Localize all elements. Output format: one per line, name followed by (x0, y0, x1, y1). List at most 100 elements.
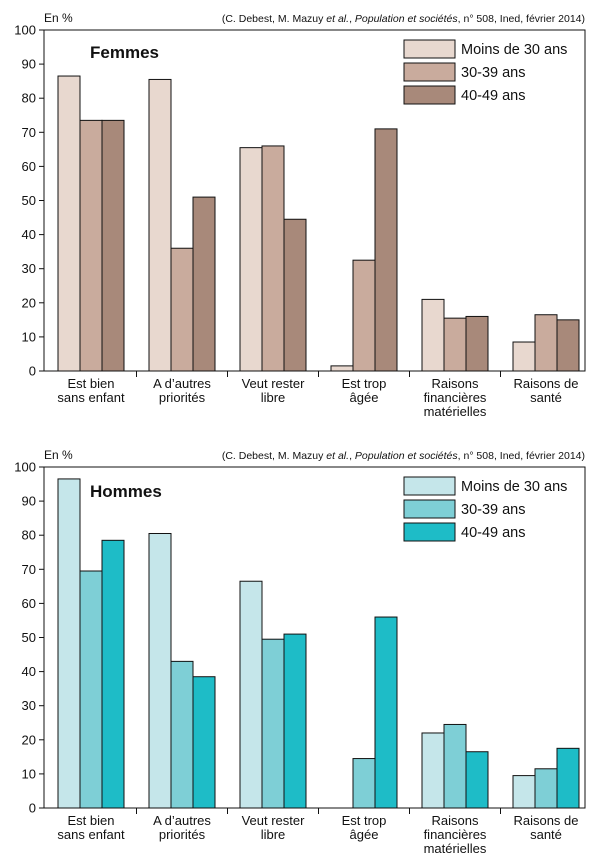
chart-title: Femmes (90, 43, 159, 62)
y-tick-label: 20 (22, 732, 36, 747)
source-italic1: et al. (326, 450, 349, 462)
y-tick-label: 0 (29, 801, 36, 816)
category-label-line: Est bien (68, 813, 115, 828)
category-label-line: matérielles (424, 404, 487, 419)
y-tick-label: 30 (22, 261, 36, 276)
source-italic2: Population et sociétés (355, 450, 458, 462)
category-label: A d’autres priorités (153, 813, 211, 842)
category-label: Veut rester libre (242, 376, 306, 405)
source-italic2: Population et sociétés (355, 13, 458, 25)
source-citation: (C. Debest, M. Mazuy et al., Population … (222, 13, 585, 25)
bar (283, 218, 307, 372)
legend-label: Moins de 30 ans (461, 42, 567, 58)
source-mid: , (349, 450, 355, 462)
bar (57, 75, 81, 372)
y-tick-label: 100 (14, 460, 36, 475)
bar (192, 676, 216, 809)
category-label: Raisons de santé (513, 813, 578, 842)
legend-swatch (403, 476, 456, 496)
category-label-line: libre (261, 390, 286, 405)
category-label: A d’autres priorités (153, 376, 211, 405)
category-label: Veut rester libre (242, 813, 306, 842)
category-label: Est bien sans enfant (57, 376, 125, 405)
bar (512, 341, 536, 372)
bar (465, 751, 489, 809)
category-label-line: Veut rester (242, 376, 306, 391)
bar (556, 747, 580, 809)
bar (79, 570, 103, 809)
y-tick-label: 20 (22, 295, 36, 310)
legend-label: 30-39 ans (461, 65, 526, 81)
category-label-line: sans enfant (57, 827, 125, 842)
bar (101, 539, 125, 809)
category-label-line: Raisons de (513, 376, 578, 391)
chart-panel-hommes: En % (C. Debest, M. Mazuy et al., Populat… (14, 448, 586, 856)
bar (374, 128, 398, 372)
bar (330, 365, 354, 372)
bar (239, 580, 263, 809)
plot-frame (43, 466, 586, 809)
bar (352, 758, 376, 809)
category-label: Est trop âgée (342, 813, 387, 842)
y-tick-label: 50 (22, 193, 36, 208)
bar (534, 314, 558, 372)
category-label: Raisons financières matérielles (424, 376, 487, 419)
bar (443, 723, 467, 809)
bar (192, 196, 216, 372)
source-after: , n° 508, Ined, février 2014) (458, 450, 585, 462)
y-tick-label: 0 (29, 364, 36, 379)
category-label: Est trop âgée (342, 376, 387, 405)
source-after: , n° 508, Ined, février 2014) (458, 13, 585, 25)
bar (239, 147, 263, 372)
bar (261, 145, 285, 372)
category-label-line: financières (424, 827, 487, 842)
unit-label: En % (44, 11, 73, 25)
y-tick-label: 10 (22, 329, 36, 344)
legend-label: 40-49 ans (461, 525, 526, 541)
category-label: Est bien sans enfant (57, 813, 125, 842)
category-label-line: Est trop (342, 813, 387, 828)
category-label-line: Est bien (68, 376, 115, 391)
y-tick-label: 70 (22, 562, 36, 577)
category-label-line: Raisons (432, 376, 479, 391)
legend-label: Moins de 30 ans (461, 479, 567, 495)
y-tick-label: 10 (22, 766, 36, 781)
y-tick-label: 90 (22, 57, 36, 72)
y-tick-label: 80 (22, 91, 36, 106)
bar (101, 119, 125, 372)
category-label-line: Veut rester (242, 813, 306, 828)
unit-label: En % (44, 448, 73, 462)
category-label-line: Raisons (432, 813, 479, 828)
source-italic1: et al. (326, 13, 349, 25)
category-label: Raisons financières matérielles (424, 813, 487, 856)
y-tick-label: 70 (22, 125, 36, 140)
bar (352, 259, 376, 372)
bar (421, 298, 445, 372)
bar (57, 478, 81, 809)
bar (465, 315, 489, 372)
bar (421, 732, 445, 809)
bar (443, 317, 467, 372)
y-tick-label: 50 (22, 630, 36, 645)
y-tick-label: 60 (22, 159, 36, 174)
category-label-line: priorités (159, 827, 206, 842)
y-tick-label: 100 (14, 23, 36, 38)
chart-title: Hommes (90, 482, 162, 501)
category-label: Raisons de santé (513, 376, 578, 405)
category-label-line: santé (530, 827, 562, 842)
y-tick-label: 80 (22, 528, 36, 543)
category-label-line: matérielles (424, 841, 487, 856)
source-before: (C. Debest, M. Mazuy (222, 450, 326, 462)
source-citation: (C. Debest, M. Mazuy et al., Population … (222, 450, 585, 462)
legend-label: 40-49 ans (461, 88, 526, 104)
category-label-line: priorités (159, 390, 206, 405)
legend-label: 30-39 ans (461, 502, 526, 518)
bar (79, 119, 103, 372)
source-mid: , (349, 13, 355, 25)
bar (534, 768, 558, 809)
category-label-line: âgée (350, 827, 379, 842)
category-label-line: Raisons de (513, 813, 578, 828)
legend-swatch (403, 39, 456, 59)
y-tick-label: 30 (22, 698, 36, 713)
